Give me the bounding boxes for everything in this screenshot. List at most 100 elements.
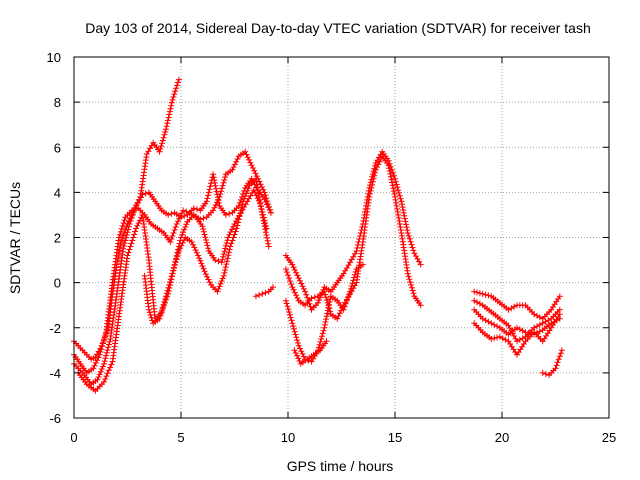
data-point [175, 250, 182, 257]
data-point [174, 79, 181, 86]
data-point [387, 173, 394, 180]
data-point [320, 286, 327, 293]
data-point [161, 131, 168, 138]
tick-marks [73, 56, 610, 419]
data-point [242, 193, 249, 200]
data-point [158, 310, 165, 317]
data-point [229, 166, 236, 173]
data-point [291, 328, 298, 335]
data-point [204, 195, 211, 202]
data-point [201, 231, 208, 238]
data-point [385, 157, 392, 164]
data-point [408, 241, 415, 248]
data-point [121, 217, 128, 224]
data-point [181, 226, 188, 233]
data-point [216, 193, 223, 200]
data-point [340, 306, 347, 313]
data-point [251, 167, 258, 174]
data-point [318, 336, 325, 342]
data-point [296, 358, 303, 365]
data-point [120, 220, 127, 226]
data-point [286, 275, 293, 282]
data-point [94, 376, 101, 383]
data-point [222, 211, 229, 218]
data-point [389, 169, 396, 176]
data-point [205, 192, 212, 199]
data-point [222, 267, 229, 273]
data-point [261, 189, 268, 196]
data-point [134, 222, 141, 229]
data-point [237, 207, 244, 214]
data-point [205, 189, 212, 196]
data-point [169, 96, 176, 103]
data-point [129, 237, 136, 244]
data-point [165, 114, 172, 121]
data-point [392, 175, 398, 182]
data-point [354, 242, 361, 248]
data-point [228, 226, 235, 233]
data-point [349, 280, 356, 287]
data-point [164, 120, 171, 127]
data-point [557, 350, 564, 357]
data-point [264, 198, 271, 205]
data-point [219, 256, 226, 263]
data-point [539, 369, 546, 376]
data-point [156, 148, 163, 155]
data-point [476, 300, 483, 307]
data-point [369, 171, 376, 178]
data-point [206, 186, 213, 193]
data-point [196, 255, 203, 262]
data-point [491, 335, 498, 342]
data-point [291, 347, 298, 354]
data-point [230, 234, 237, 241]
data-point [393, 181, 400, 188]
data-point [101, 360, 107, 367]
data-point [299, 350, 306, 357]
data-point [292, 350, 299, 356]
data-point [534, 323, 540, 330]
data-point [307, 303, 314, 310]
data-point [207, 183, 214, 190]
data-point [558, 347, 565, 354]
data-point [202, 271, 209, 278]
y-tick-label: 2 [54, 231, 61, 246]
data-point [97, 349, 104, 355]
data-point [485, 318, 492, 325]
data-point [224, 258, 230, 265]
data-point [116, 231, 123, 238]
data-point [375, 161, 382, 168]
series-arc14 [471, 297, 563, 345]
data-point [246, 156, 253, 163]
data-point [387, 170, 394, 177]
data-point [306, 300, 313, 307]
data-point [210, 174, 217, 181]
data-point [176, 215, 183, 222]
data-point [410, 290, 417, 297]
series-layer [71, 76, 565, 394]
data-point [220, 253, 227, 260]
data-point [351, 274, 358, 281]
data-point [366, 184, 373, 191]
data-point [178, 242, 185, 249]
data-point [290, 264, 297, 271]
data-point [286, 309, 293, 315]
data-point [91, 362, 98, 369]
grid-lines [74, 57, 609, 418]
data-point [536, 321, 543, 328]
data-point [222, 174, 229, 181]
data-point [211, 204, 218, 211]
data-point [168, 210, 175, 217]
data-point [474, 289, 480, 296]
series-arc9 [282, 261, 366, 365]
data-point [229, 237, 236, 244]
chart-title: Day 103 of 2014, Sidereal Day-to-day VTE… [85, 20, 591, 36]
data-point [396, 221, 403, 227]
data-point [258, 184, 265, 190]
data-point [117, 228, 124, 235]
data-point [206, 279, 213, 286]
data-point [471, 288, 478, 295]
data-point [135, 220, 142, 227]
data-point [508, 305, 515, 312]
data-point [289, 284, 296, 291]
data-point [319, 330, 326, 337]
